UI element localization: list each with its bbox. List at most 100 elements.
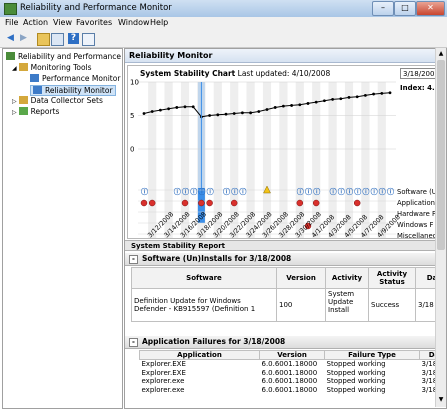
column-header[interactable]: Software	[131, 267, 277, 289]
scroll-thumb[interactable]	[437, 60, 445, 250]
event-row-label: Application F	[397, 199, 441, 207]
application-failure-icon	[181, 199, 189, 207]
tree-item-performance-monitor[interactable]: Performance Monitor	[30, 74, 120, 83]
application-failure-icon	[198, 199, 205, 207]
up-folder-icon[interactable]	[37, 33, 50, 46]
vertical-scrollbar[interactable]: ▲ ▼	[435, 48, 446, 407]
chart-column-band	[279, 82, 288, 238]
stability-chart-panel: System Stability Chart Last updated: 4/1…	[127, 65, 446, 239]
software-status: Success	[368, 288, 416, 322]
software-table: Software Version Activity Activity Statu…	[131, 267, 446, 322]
software-install-icon: ⓘ	[239, 187, 246, 196]
chart-column-band	[328, 82, 337, 238]
collapse-section-icon[interactable]: -	[129, 255, 138, 264]
show-hide-tree-icon[interactable]	[51, 33, 64, 46]
y-tick-label: 10	[130, 79, 139, 87]
menu-action[interactable]: Action	[23, 18, 49, 27]
stability-point	[249, 111, 252, 115]
stability-point	[167, 107, 170, 111]
event-row-label: Miscellaneous	[397, 232, 445, 238]
system-stability-report-label: System Stability Report	[125, 240, 446, 251]
stability-point	[159, 108, 162, 112]
scroll-up-icon[interactable]: ▲	[438, 50, 444, 57]
expand-arrow-icon[interactable]: ▷	[12, 109, 17, 116]
windows-failure-icon	[304, 222, 312, 230]
table-row[interactable]: explorer.exe 6.0.6001.18000 Stopped workin…	[141, 385, 438, 394]
collapse-section-icon[interactable]: -	[129, 338, 138, 347]
table-row[interactable]: Definition Update for Windows Defender -…	[131, 288, 446, 322]
column-header[interactable]: Version	[259, 350, 325, 360]
minimize-button[interactable]: –	[372, 1, 394, 16]
warning-icon	[263, 185, 271, 194]
navigation-tree: Reliability and Performance ◢ Monitoring …	[2, 48, 123, 409]
stability-point	[355, 95, 359, 99]
application-failure-icon	[353, 199, 361, 207]
chart-column-band	[262, 82, 272, 238]
stability-point	[372, 92, 375, 96]
application-failure-icon	[206, 199, 213, 207]
chart-column-band	[344, 82, 354, 238]
tree-item-monitoring-tools[interactable]: ◢ Monitoring Tools	[12, 63, 92, 72]
menu-file[interactable]: File	[5, 18, 19, 27]
software-install-icon: ⓘ	[297, 187, 304, 196]
reliability-monitor-pane: Reliability Monitor System Stability Cha…	[124, 48, 447, 409]
last-updated: Last updated: 4/10/2008	[237, 69, 331, 78]
collapse-arrow-icon[interactable]: ◢	[12, 65, 17, 72]
window-title: Reliability and Performance Monitor	[20, 3, 172, 13]
tree-item-reports[interactable]: ▷ Reports	[12, 107, 60, 116]
menu-help[interactable]: Help	[150, 18, 169, 27]
chart-column-band	[164, 82, 173, 238]
chart-column-band	[246, 82, 255, 238]
stability-point	[347, 96, 351, 99]
software-install-icon: ⓘ	[346, 187, 353, 196]
application-failure-icon	[230, 199, 238, 207]
folder-icon	[18, 96, 28, 104]
table-row[interactable]: Explorer.EXE 6.0.6001.18000 Stopped workin…	[141, 360, 438, 368]
software-install-icon: ⓘ	[371, 187, 378, 196]
stability-point	[388, 91, 392, 95]
column-header[interactable]: Application	[139, 350, 260, 360]
software-install-icon: ⓘ	[362, 187, 369, 196]
software-install-icon: ⓘ	[231, 187, 238, 196]
table-row[interactable]: explorer.exe 6.0.6001.18000 Stopped workin…	[141, 377, 438, 385]
back-arrow-icon[interactable]: ◀	[7, 33, 14, 43]
tree-item-data-collector-sets[interactable]: ▷ Data Collector Sets	[12, 96, 103, 105]
software-install-icon: ⓘ	[330, 187, 337, 196]
properties-icon[interactable]	[82, 33, 95, 46]
column-header[interactable]: Activity Status	[368, 267, 416, 289]
menu-view[interactable]: View	[53, 18, 72, 27]
column-header[interactable]: Failure Type	[324, 350, 420, 360]
software-section-header[interactable]: - Software (Un)Installs for 3/18/2008	[125, 253, 446, 266]
stability-point	[380, 91, 384, 95]
chart-column-band	[295, 82, 304, 238]
application-failures-section-header[interactable]: - Application Failures for 3/18/2008	[125, 336, 446, 349]
help-icon[interactable]: ?	[68, 33, 79, 44]
maximize-button[interactable]: □	[394, 1, 416, 16]
close-button[interactable]: ✕	[416, 1, 445, 16]
menu-favorites[interactable]: Favorites	[76, 18, 113, 27]
stability-chart[interactable]: 10 5 0 Software (Un Application F Hardware F W…	[128, 66, 445, 238]
software-install-icon: ⓘ	[354, 187, 361, 196]
stability-point	[150, 110, 154, 113]
expand-arrow-icon[interactable]: ▷	[12, 98, 17, 105]
stability-point	[298, 103, 302, 107]
column-header[interactable]: Version	[276, 267, 326, 289]
y-tick-label: 5	[130, 112, 134, 120]
forward-arrow-icon[interactable]: ▶	[20, 33, 27, 43]
column-header[interactable]: Activity	[325, 267, 369, 289]
tree-item-root[interactable]: Reliability and Performance	[6, 52, 121, 61]
stability-point	[241, 111, 244, 115]
table-row[interactable]: Explorer.EXE 6.0.6001.18000 Stopped workin…	[141, 368, 438, 377]
stability-point	[208, 114, 211, 117]
software-install-icon: ⓘ	[141, 187, 148, 196]
application-failure-icon	[148, 199, 156, 207]
menu-window[interactable]: Window	[118, 18, 150, 27]
scroll-down-icon[interactable]: ▼	[438, 396, 444, 403]
stability-point	[323, 99, 326, 103]
stability-point	[364, 94, 367, 97]
chart-column-band	[377, 82, 386, 238]
stability-point	[191, 105, 195, 109]
tree-item-reliability-monitor[interactable]: Reliability Monitor	[30, 85, 116, 96]
software-install-icon: ⓘ	[207, 187, 214, 196]
column-header[interactable]: Da	[419, 350, 446, 360]
